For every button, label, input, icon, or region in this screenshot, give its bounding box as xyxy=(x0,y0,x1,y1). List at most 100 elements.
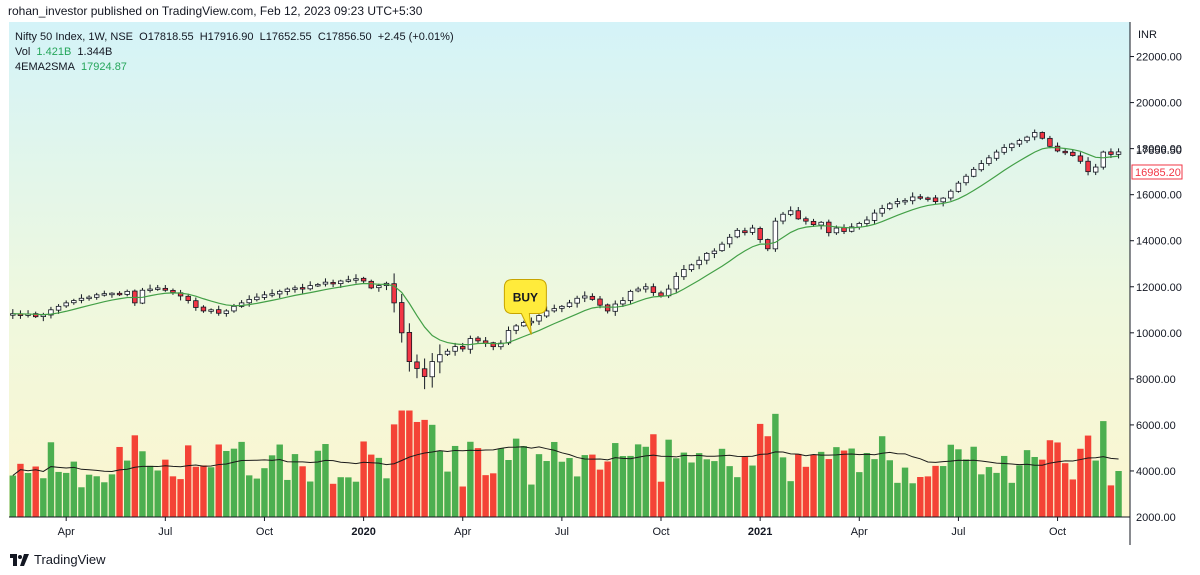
volume-bar xyxy=(78,487,85,517)
buy-annotation-text: BUY xyxy=(513,291,538,305)
candle-body xyxy=(284,288,291,292)
volume-bar xyxy=(406,410,413,517)
volume-bar xyxy=(329,483,337,517)
volume-bar xyxy=(512,438,520,517)
time-tick-label: Oct xyxy=(1049,526,1066,538)
volume-bar xyxy=(985,467,993,517)
volume-bar xyxy=(398,410,405,517)
legend-vol-ma: 1.344B xyxy=(77,46,113,58)
volume-bar xyxy=(695,453,703,517)
volume-bar xyxy=(1092,460,1099,517)
candlestick-chart[interactable]: INR 2000.00 4000.00 6000.00 8000.00 10000.00 1… xyxy=(9,22,1191,545)
candle-body xyxy=(421,368,428,377)
volume-bar xyxy=(840,450,848,517)
last-price-label: 17856.50 xyxy=(1136,145,1182,157)
price-tick-label: 8000.00 xyxy=(1136,374,1176,386)
footer-brand[interactable]: TradingView xyxy=(10,552,106,567)
volume-bar xyxy=(749,465,756,517)
candle-body xyxy=(368,280,374,289)
volume-bar xyxy=(62,472,70,517)
volume-bar xyxy=(505,460,512,517)
candle-body xyxy=(551,308,557,312)
volume-bar xyxy=(573,476,581,517)
price-tick-label: 20000.00 xyxy=(1136,98,1182,110)
candle-body xyxy=(460,346,466,350)
candle-body xyxy=(1085,160,1091,173)
candle-body xyxy=(116,292,123,296)
candle-layer xyxy=(10,129,1122,390)
chart-area[interactable]: INR 2000.00 4000.00 6000.00 8000.00 10000.00 1… xyxy=(9,22,1191,545)
volume-bar xyxy=(261,468,268,517)
volume-bar xyxy=(185,445,192,517)
volume-bar xyxy=(612,443,619,517)
candle-body xyxy=(833,227,840,234)
legend-ema-value: 17924.87 xyxy=(81,61,127,73)
time-tick-label: Jul xyxy=(951,526,965,538)
volume-bar xyxy=(383,478,390,517)
candle-body xyxy=(566,302,573,307)
candle-body xyxy=(810,220,817,226)
candle-body xyxy=(216,309,222,314)
volume-bar xyxy=(520,446,527,517)
volume-bar xyxy=(490,473,497,517)
candle-body xyxy=(1062,150,1068,154)
candle-body xyxy=(452,346,458,352)
volume-bar xyxy=(528,484,535,517)
candle-body xyxy=(200,306,207,312)
volume-bar xyxy=(314,450,322,517)
candle-body xyxy=(1047,137,1053,147)
plot-background xyxy=(9,22,1130,517)
volume-bar xyxy=(711,461,718,517)
candle-body xyxy=(1016,140,1023,145)
published-text: rohan_investor published on TradingView.… xyxy=(8,4,423,18)
volume-bar xyxy=(650,434,657,517)
candle-body xyxy=(261,294,268,298)
volume-bar xyxy=(55,471,62,517)
legend-ema-label: 4EMA2SMA xyxy=(15,61,75,73)
time-tick-label: 2020 xyxy=(351,526,375,538)
candle-body xyxy=(490,342,496,348)
candle-body xyxy=(848,226,855,232)
time-tick-label: Apr xyxy=(454,526,471,538)
volume-bar xyxy=(429,424,436,517)
legend-row-volume: Vol 1.421B 1.344B xyxy=(15,45,454,60)
volume-bar xyxy=(558,461,566,517)
price-tick-label: 14000.00 xyxy=(1136,236,1182,248)
volume-bar xyxy=(1016,465,1023,517)
volume-bar xyxy=(162,459,169,517)
volume-bar xyxy=(627,455,634,517)
legend-vol-value: 1.421B xyxy=(36,46,72,58)
volume-bar xyxy=(154,470,161,517)
candle-body xyxy=(826,221,832,234)
candle-body xyxy=(147,288,153,291)
candle-body xyxy=(757,228,763,240)
candle-body xyxy=(879,208,885,214)
volume-bar xyxy=(894,482,901,517)
candle-body xyxy=(345,279,352,282)
volume-bar xyxy=(673,458,680,517)
volume-bar xyxy=(215,444,222,517)
candle-body xyxy=(795,210,801,220)
candle-body xyxy=(162,287,169,291)
legend-close: 17856.50 xyxy=(325,31,372,43)
legend-high-label: H xyxy=(199,31,208,43)
time-tick-label: Jul xyxy=(158,526,172,538)
candle-body xyxy=(330,282,336,285)
candle-body xyxy=(277,290,283,295)
candle-body xyxy=(986,157,992,164)
price-tick-label: 16000.00 xyxy=(1136,190,1182,202)
candle-body xyxy=(406,331,413,363)
volume-bar xyxy=(1046,440,1054,517)
candle-body xyxy=(658,292,664,297)
price-tick-label: 10000.00 xyxy=(1136,328,1182,340)
candle-body xyxy=(1100,151,1107,168)
volume-bar xyxy=(246,475,253,517)
candle-body xyxy=(299,287,306,290)
candle-body xyxy=(246,299,252,304)
candle-body xyxy=(635,288,641,292)
volume-bar xyxy=(200,465,207,517)
volume-bar xyxy=(207,467,215,517)
volume-bar xyxy=(108,474,116,517)
volume-bar xyxy=(909,483,916,517)
buy-annotation-balloon[interactable] xyxy=(503,279,547,335)
